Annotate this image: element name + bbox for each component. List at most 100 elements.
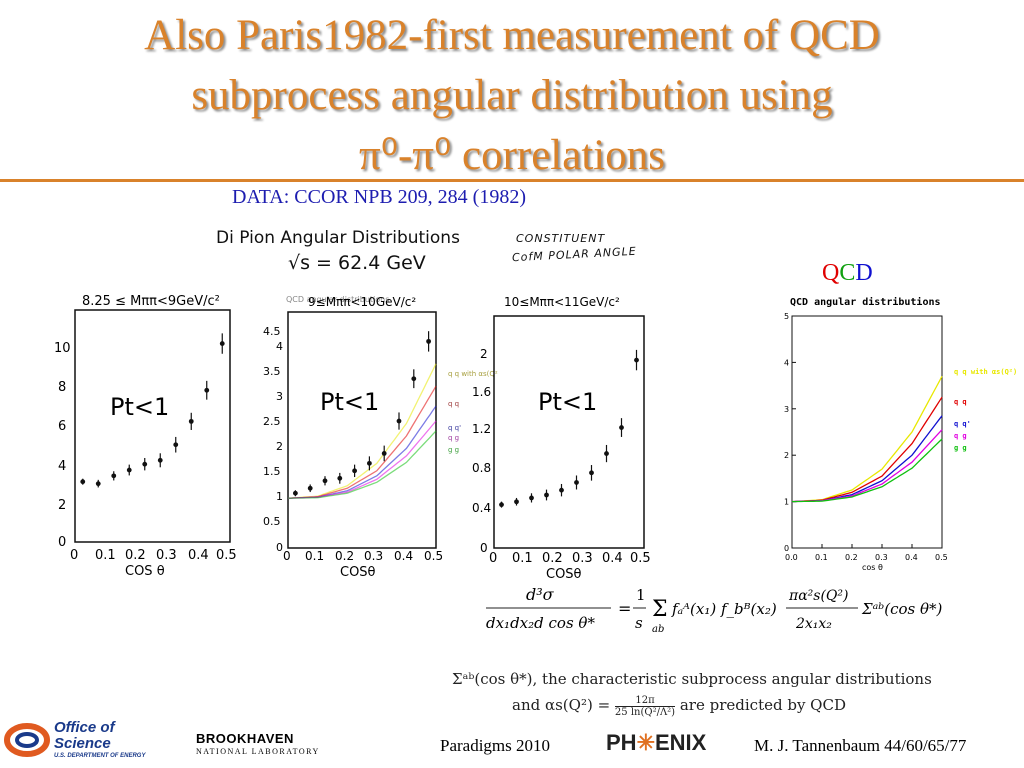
office-line-3: U.S. DEPARTMENT OF ENERGY: [54, 753, 146, 759]
panel-3-ytick: 2: [480, 347, 488, 361]
qcd-xtick: 0.2: [845, 553, 858, 562]
panel-3-chart: 10≤Mππ<11GeV/c² 0 0.4 0.8 1.2 1.6 2 0 0.…: [472, 295, 651, 582]
data-point: [188, 418, 194, 424]
curve-label: q q': [448, 424, 461, 432]
panel-2-xlabel: COSθ: [340, 565, 376, 580]
panel-2-overlay: QCD angular distributions: [286, 295, 389, 304]
panel-2-ytick: 0.5: [263, 515, 281, 528]
panel-2-cut: Pt<1: [320, 388, 379, 416]
panel-2-ytick: 3.5: [263, 365, 281, 378]
panel-1-cut: Pt<1: [110, 393, 169, 421]
panel-2-ytick: 1.5: [263, 465, 281, 478]
data-point: [634, 357, 639, 363]
panel-1-ytick: 8: [58, 380, 66, 395]
panel-1-xtick: 0.5: [216, 548, 237, 563]
formula-numerator: d³σ: [526, 585, 555, 604]
panel-2-xtick: 0.3: [364, 549, 383, 563]
phenix-star-icon: ✳: [636, 730, 655, 755]
panel-3-cut: Pt<1: [538, 388, 597, 416]
data-point: [544, 492, 549, 498]
phenix-logo: PH✳ENIX: [606, 730, 706, 756]
qcd-legend: q q with αs(Q²) q q q q' q g g g: [954, 368, 1017, 452]
panel-2-xtick: 0.2: [335, 549, 354, 563]
data-point: [619, 425, 624, 430]
qcd-xtick: 0.4: [905, 553, 918, 562]
bnl-line-1: BROOKHAVEN: [196, 731, 294, 746]
panel-3-ytick: 1.6: [472, 385, 491, 399]
qcd-ytick: 5: [784, 312, 789, 321]
qcd-chart: QCD angular distributions 0 1 2 3 4 5 0.0 0.1 0.…: [784, 296, 1017, 572]
qcd-legend-entry: q q: [954, 398, 967, 406]
panel-3-xtick: 0: [489, 551, 497, 566]
doe-logo-icon: [4, 723, 50, 757]
qcd-xtick: 0.0: [785, 553, 798, 562]
hand-title: Di Pion Angular Distributions: [216, 228, 460, 248]
panel-3-xlabel: COSθ: [546, 567, 582, 582]
data-point: [204, 387, 210, 393]
panel-1-ytick: 4: [58, 459, 66, 474]
panel-2-chart: QCD angular distributions 9≤Mππ<10GeV/c²…: [263, 295, 443, 580]
title-line-3: π⁰-π⁰ correlations: [359, 132, 665, 179]
qcd-axes: 0 1 2 3 4 5 0.0 0.1 0.2 0.3 0.4 0.5: [784, 312, 948, 562]
panel-3-xtick: 0.3: [572, 551, 593, 566]
panel-3-xtick: 0.5: [630, 551, 651, 566]
data-point: [111, 473, 117, 479]
data-point: [95, 481, 101, 487]
data-point: [574, 480, 579, 485]
panel-1-xtick: 0.4: [188, 548, 209, 563]
panel-3-points: [499, 349, 639, 508]
data-point: [126, 467, 132, 473]
qcd-ytick: 4: [784, 358, 789, 367]
office-line-2: Science: [54, 735, 111, 752]
panel-2-xtick: 0.5: [424, 549, 443, 563]
panel-2-ytick: 0: [276, 541, 283, 554]
qcd-curves: [791, 375, 943, 503]
qcd-legend-entry: g g: [954, 444, 967, 452]
data-point: [381, 451, 387, 456]
panel-3-xtick: 0.4: [602, 551, 623, 566]
panel-1-xtick: 0: [70, 548, 78, 563]
formula-denominator: dx₁dx₂d cos θ*: [486, 614, 595, 632]
footer-author: M. J. Tannenbaum 44/60/65/77: [754, 736, 967, 755]
caption-line-2: and αs(Q²) = 12π 25 ln(Q²/Λ²) are predic…: [452, 692, 932, 718]
qcd-curve-q-q: [791, 396, 943, 503]
panel-1-ytick: 2: [58, 498, 66, 513]
curve-label-list: q q with αs(Q²) q q q q' q g g g: [448, 364, 498, 454]
caption-predicted: are predicted by QCD: [679, 696, 846, 714]
data-point: [514, 499, 519, 505]
formula-2x1x2: 2x₁x₂: [795, 616, 832, 632]
qcd-ytick: 3: [784, 405, 789, 414]
panel-2-points: [293, 331, 431, 497]
qcd-letter-q: Q: [822, 260, 840, 286]
panel-1-ytick: 6: [58, 419, 66, 434]
office-of-science: Office of Science U.S. DEPARTMENT OF ENE…: [54, 720, 145, 761]
panel-1-xticks: 0 0.1 0.2 0.3 0.4 0.5: [70, 548, 237, 563]
panel-1-xlabel: COS θ: [125, 564, 165, 579]
panel-3-xtick: 0.2: [542, 551, 563, 566]
panel-2-ytick: 2: [276, 440, 283, 453]
data-point: [322, 478, 328, 484]
formula-one: 1: [636, 586, 646, 604]
curve-label: q q with αs(Q²): [448, 370, 498, 378]
formula-s: s: [635, 614, 643, 632]
qcd-legend-entry: q q with αs(Q²): [954, 368, 1017, 376]
qcd-ytick: 0: [784, 544, 789, 553]
panel-3-ytick: 0.8: [472, 461, 491, 475]
qcd-xtick: 0.3: [875, 553, 888, 562]
panel-1-frame: [74, 309, 231, 543]
formula-sigma-ab: Σᵃᵇ(cos θ*): [861, 600, 943, 618]
panel-3: 10≤Mππ<11GeV/c² 0 0.4 0.8 1.2 1.6 2 0 0.…: [470, 288, 670, 583]
panel-2-frame: [287, 311, 437, 549]
data-point: [367, 460, 372, 466]
qcd-letter-c: C: [839, 260, 856, 286]
caption-alpha: and αs(Q²) =: [512, 696, 615, 714]
qcd-curve-q-g: [791, 429, 943, 503]
data-point: [396, 418, 402, 424]
qcd-curve-q-q-: [791, 415, 943, 503]
panel-3-xticks: 0 0.1 0.2 0.3 0.4 0.5: [489, 551, 651, 566]
panel-1-chart: 8.25 ≤ Mππ<9GeV/c² 0 2 4 6 8 10 0 0.1 0.…: [54, 294, 237, 579]
formula-rhs: =: [618, 599, 631, 618]
formula-sum-index: ab: [652, 624, 664, 635]
qcd-chart-title: QCD angular distributions: [790, 296, 941, 308]
hand-note-2: CofM POLAR ANGLE: [511, 244, 637, 265]
